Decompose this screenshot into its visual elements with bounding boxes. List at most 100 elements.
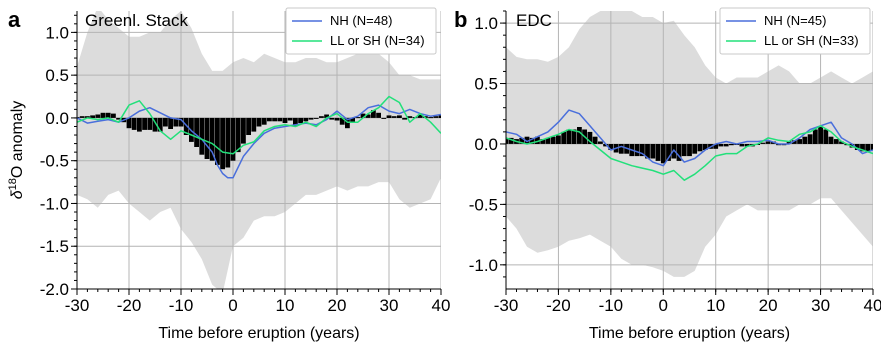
x-tick-label: 20 bbox=[328, 296, 347, 315]
anomaly-bar bbox=[137, 117, 142, 132]
x-tick-label: -30 bbox=[494, 296, 519, 315]
x-tick-label: -10 bbox=[599, 296, 624, 315]
anomaly-bar bbox=[360, 113, 366, 118]
spread-band bbox=[77, 11, 441, 289]
series-line-ll-sh bbox=[77, 95, 441, 155]
y-tick-label: 0.5 bbox=[45, 66, 69, 85]
anomaly-bar bbox=[650, 144, 656, 159]
anomaly-bar bbox=[381, 117, 387, 119]
anomaly-bar bbox=[298, 117, 303, 123]
anomaly-bar bbox=[417, 114, 423, 118]
x-tick-label: 30 bbox=[380, 296, 399, 315]
y-tick-label: 0.0 bbox=[474, 135, 498, 154]
anomaly-bar bbox=[168, 117, 173, 129]
anomaly-bar bbox=[407, 116, 413, 118]
x-tick-label: -20 bbox=[117, 296, 142, 315]
anomaly-bar bbox=[860, 144, 865, 152]
anomaly-bar bbox=[556, 135, 561, 144]
anomaly-bar bbox=[95, 114, 101, 118]
anomaly-bar bbox=[723, 144, 729, 147]
anomaly-bar bbox=[173, 117, 179, 127]
anomaly-bar bbox=[566, 129, 572, 144]
anomaly-bar bbox=[397, 115, 402, 118]
anomaly-bar bbox=[204, 117, 210, 159]
anomaly-bar bbox=[376, 112, 381, 118]
x-tick-label: 20 bbox=[759, 296, 778, 315]
legend-box bbox=[719, 7, 871, 55]
anomaly-bar bbox=[833, 139, 839, 144]
anomaly-bar bbox=[246, 117, 251, 135]
y-axis-title: δ18O anomaly bbox=[7, 101, 26, 200]
anomaly-bar bbox=[303, 117, 309, 122]
anomaly-bar bbox=[618, 144, 624, 154]
series-line-nh bbox=[506, 109, 873, 167]
anomaly-bar bbox=[215, 117, 220, 165]
x-tick-label: 30 bbox=[811, 296, 830, 315]
anomaly-bar bbox=[324, 114, 329, 118]
legend-label-nh: NH (N=48) bbox=[330, 13, 393, 28]
anomaly-bar bbox=[823, 129, 829, 144]
y-tick-label: -2.0 bbox=[40, 280, 69, 299]
y-axis-title-superscript: 18 bbox=[7, 178, 19, 190]
anomaly-bar bbox=[765, 141, 771, 144]
y-tick-label: -0.5 bbox=[40, 152, 69, 171]
anomaly-bar bbox=[267, 117, 272, 122]
anomaly-bar bbox=[786, 141, 792, 144]
x-tick-label: 40 bbox=[864, 296, 881, 315]
anomaly-bar bbox=[241, 117, 246, 144]
legend-label-ll-sh: LL or SH (N=33) bbox=[764, 33, 859, 48]
anomaly-bar bbox=[524, 136, 530, 144]
anomaly-bar bbox=[293, 117, 298, 127]
panel-label: a bbox=[8, 7, 21, 32]
anomaly-bar bbox=[870, 144, 873, 150]
legend: NH (N=48) LL or SH (N=34) bbox=[285, 7, 437, 55]
anomaly-bar bbox=[687, 144, 692, 157]
y-tick-label: -0.5 bbox=[469, 195, 498, 214]
anomaly-bar bbox=[550, 136, 556, 144]
panel-b: -30 -20 -10 0 10 20 30 40 -1.0 -0.5 0.0 0.5 1.0 b EDC T… bbox=[454, 7, 881, 342]
legend-label-nh: NH (N=45) bbox=[764, 13, 827, 28]
plot-area-b bbox=[506, 11, 873, 289]
anomaly-bar bbox=[126, 117, 132, 129]
x-tick-label: 10 bbox=[276, 296, 295, 315]
anomaly-bar bbox=[592, 136, 598, 144]
anomaly-bar bbox=[77, 117, 80, 119]
y-axis-title-delta: δ bbox=[9, 189, 26, 199]
anomaly-bar bbox=[433, 116, 439, 118]
anomaly-bar bbox=[508, 137, 514, 144]
legend-box bbox=[285, 7, 437, 55]
anomaly-bar bbox=[561, 131, 567, 144]
x-tick-label: 0 bbox=[659, 296, 668, 315]
anomaly-bar bbox=[506, 139, 509, 144]
anomaly-bar bbox=[230, 117, 236, 161]
x-tick-label: -30 bbox=[65, 296, 90, 315]
anomaly-bar bbox=[608, 144, 614, 150]
anomaly-bar bbox=[739, 144, 745, 147]
anomaly-bar bbox=[371, 110, 376, 118]
x-axis-title: Time before eruption (years) bbox=[158, 325, 359, 342]
anomaly-bar bbox=[655, 144, 661, 161]
anomaly-bar bbox=[85, 116, 90, 118]
anomaly-bar bbox=[116, 117, 121, 120]
anomaly-bar bbox=[718, 144, 724, 147]
x-tick-label: 10 bbox=[706, 296, 725, 315]
anomaly-bar bbox=[142, 117, 147, 130]
anomaly-bar bbox=[697, 144, 703, 152]
y-tick-label: 0.5 bbox=[474, 75, 498, 94]
y-tick-label: 0.0 bbox=[45, 109, 69, 128]
x-tick-label: 0 bbox=[228, 296, 237, 315]
anomaly-bar bbox=[313, 117, 319, 119]
x-tick-label: -20 bbox=[546, 296, 571, 315]
y-tick-label: -1.0 bbox=[40, 194, 69, 213]
anomaly-bar bbox=[519, 137, 525, 144]
anomaly-bar bbox=[681, 144, 687, 157]
anomaly-bar bbox=[256, 117, 262, 127]
anomaly-bar bbox=[645, 144, 650, 159]
anomaly-bar bbox=[702, 144, 708, 150]
anomaly-bar bbox=[692, 144, 698, 154]
anomaly-bar bbox=[428, 117, 433, 119]
anomaly-bar bbox=[438, 115, 441, 118]
anomaly-bar bbox=[828, 136, 834, 144]
anomaly-bar bbox=[802, 136, 808, 144]
